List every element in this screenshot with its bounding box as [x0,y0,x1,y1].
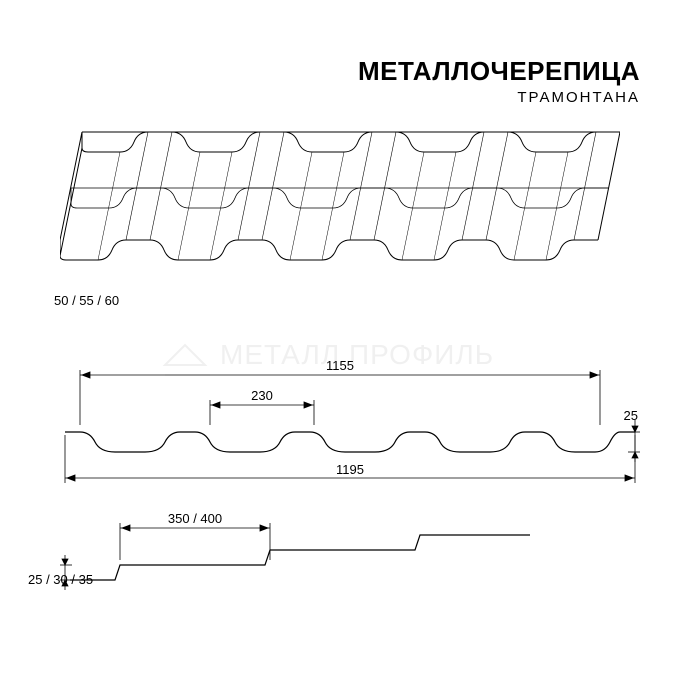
product-title: МЕТАЛЛОЧЕРЕПИЦА [358,56,640,87]
step-pitch-label: 350 / 400 [168,511,222,526]
cross-section-drawing: 1155 230 25 1195 [60,350,640,490]
step-height-options-label: 25 / 30 / 35 [28,572,93,587]
full-width-label: 1195 [336,462,364,477]
product-subtitle: ТРАМОНТАНА [358,89,640,106]
wave-height-options-label: 50 / 55 / 60 [54,293,119,308]
wave-height-label: 25 [624,408,638,423]
header-block: МЕТАЛЛОЧЕРЕПИЦА ТРАМОНТАНА [358,56,640,106]
wave-pitch-label: 230 [251,388,273,403]
useful-width-label: 1155 [326,358,354,373]
isometric-drawing [60,130,620,270]
step-section-drawing: 350 / 400 [60,510,540,600]
